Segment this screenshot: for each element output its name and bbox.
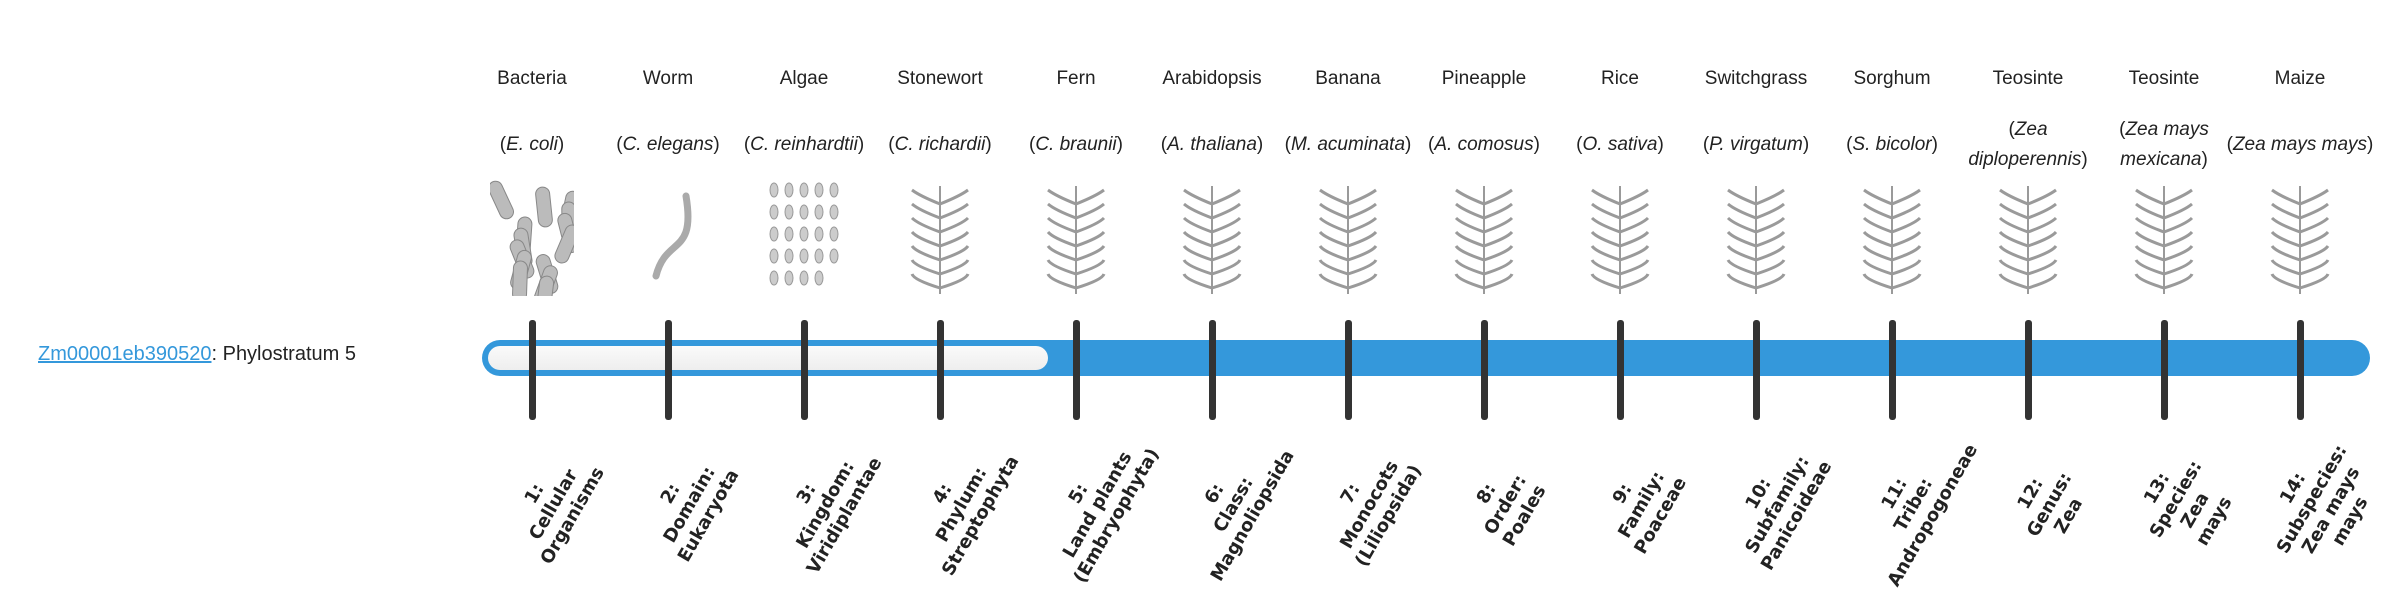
organism-scientific-name: (C. braunii) <box>1029 134 1123 155</box>
stratum-label: 11: Tribe: Andropogoneae <box>1877 440 1983 591</box>
stratum-tick <box>1753 320 1760 420</box>
stratum-label: 14: Subspecies: Zea mays mays <box>2272 441 2373 558</box>
stratum-tick <box>2297 320 2304 420</box>
stratum-tick <box>937 320 944 420</box>
organism-scientific-name: (C. reinhardtii) <box>743 134 865 155</box>
organism-scientific-name: (P. virgatum) <box>1702 134 1810 155</box>
teosinte-illustration <box>1986 176 2070 296</box>
arabidopsis-illustration <box>1170 176 1254 296</box>
rod-bacteria-illustration <box>488 176 581 317</box>
scientific-name-text: E. coli <box>506 134 558 155</box>
stonewort-illustration <box>898 176 982 296</box>
organism-scientific-name: (E. coli) <box>499 134 565 155</box>
stratum-label: 9: Family: Poaceae <box>1608 467 1691 558</box>
gene-id-link[interactable]: Zm00001eb390520 <box>38 343 212 365</box>
stratum-label: 10: Subfamily: Panicoideae <box>1741 452 1837 575</box>
organism-common-name: Sorghum <box>1853 68 1931 89</box>
stratum-label: 3: Kingdom: Viridiplantae <box>792 453 887 578</box>
stratum-tick <box>665 320 672 420</box>
stratum-tick <box>2161 320 2168 420</box>
organism-common-name: Rice <box>1600 68 1639 89</box>
maize-illustration <box>2258 176 2342 296</box>
stratum-tick <box>1073 320 1080 420</box>
gene-label: Zm00001eb390520: Phylostratum 5 <box>38 343 356 366</box>
organism-common-name: Teosinte <box>2128 68 2200 89</box>
stratum-label: 12: Genus: Zea <box>2013 468 2088 541</box>
organism-scientific-name: (C. richardii) <box>888 134 992 155</box>
bar-empty-portion <box>488 346 1048 370</box>
organism-scientific-name: (Zea diploperennis) <box>1968 119 2088 170</box>
stratum-label: 4: Phylum: Streptophyta <box>928 452 1024 580</box>
organism-scientific-name: (A. thaliana) <box>1160 134 1264 155</box>
phylostratum-text: : Phylostratum 5 <box>211 343 356 365</box>
stratum-tick <box>1345 320 1352 420</box>
organism-scientific-name: (M. acuminata) <box>1284 134 1412 155</box>
scientific-name-text: Zea mays mexicana <box>2120 119 2209 170</box>
organism-scientific-name: (Zea mays mexicana) <box>2119 119 2209 170</box>
scientific-name-text: M. acuminata <box>1290 134 1406 155</box>
scientific-name-text: O. sativa <box>1582 134 1658 155</box>
scientific-name-text: Zea mays mays <box>2232 134 2368 155</box>
organism-scientific-name: (C. elegans) <box>616 134 720 155</box>
organism-common-name: Maize <box>2274 68 2326 89</box>
organism-common-name: Pineapple <box>1441 68 1527 89</box>
stratum-tick <box>529 320 536 420</box>
scientific-name-text: C. elegans <box>622 134 714 155</box>
organism-common-name: Arabidopsis <box>1162 68 1262 89</box>
scientific-name-text: P. virgatum <box>1709 134 1803 155</box>
scientific-name-text: C. richardii <box>894 134 986 155</box>
organism-common-name: Stonewort <box>897 68 983 89</box>
pineapple-illustration <box>1442 176 1526 296</box>
scientific-name-text: Zea diploperennis <box>1968 119 2082 170</box>
scientific-name-text: S. bicolor <box>1852 134 1932 155</box>
stratum-label: 1: Cellular Organisms <box>520 463 609 568</box>
organism-common-name: Switchgrass <box>1704 68 1808 89</box>
scientific-name-text: C. braunii <box>1035 134 1117 155</box>
stratum-label: 8: Order: Poales <box>1472 471 1551 550</box>
organism-common-name: Algae <box>779 68 829 89</box>
stratum-tick <box>2025 320 2032 420</box>
stratum-tick <box>1889 320 1896 420</box>
organism-common-name: Bacteria <box>497 68 567 89</box>
stratum-label: 7: Monocots (Liliopsida) <box>1336 457 1427 571</box>
scientific-name-text: A. comosus <box>1434 134 1534 155</box>
organism-common-name: Banana <box>1315 68 1381 89</box>
organism-scientific-name: (O. sativa) <box>1576 134 1664 155</box>
scientific-name-text: A. thaliana <box>1167 134 1257 155</box>
stratum-tick <box>801 320 808 420</box>
organism-scientific-name: (A. comosus) <box>1428 134 1540 155</box>
stratum-tick <box>1481 320 1488 420</box>
stratum-label: 6: Class: Magnoliopsida <box>1200 446 1299 585</box>
algae-illustration <box>762 176 846 296</box>
organism-common-name: Teosinte <box>1992 68 2064 89</box>
phylostratum-bar <box>482 340 2370 376</box>
scientific-name-text: C. reinhardtii <box>750 134 858 155</box>
teosinte-illustration <box>2122 176 2206 296</box>
organism-common-name: Worm <box>642 68 694 89</box>
stratum-tick <box>1209 320 1216 420</box>
rice-illustration <box>1578 176 1662 296</box>
organism-common-name: Fern <box>1056 68 1096 89</box>
fern-illustration <box>1034 176 1118 296</box>
stratum-label: 5: Land plants (Embryophyta) <box>1058 444 1164 587</box>
banana-illustration <box>1306 176 1390 296</box>
stratum-label: 2: Domain: Eukaryota <box>656 462 744 566</box>
organism-scientific-name: (Zea mays mays) <box>2226 134 2374 155</box>
sorghum-illustration <box>1850 176 1934 296</box>
stratum-tick <box>1617 320 1624 420</box>
stratum-label: 13: Species: Zea mays <box>2139 457 2237 550</box>
organism-scientific-name: (S. bicolor) <box>1846 134 1938 155</box>
switchgrass-illustration <box>1714 176 1798 296</box>
worm-illustration <box>626 176 710 296</box>
